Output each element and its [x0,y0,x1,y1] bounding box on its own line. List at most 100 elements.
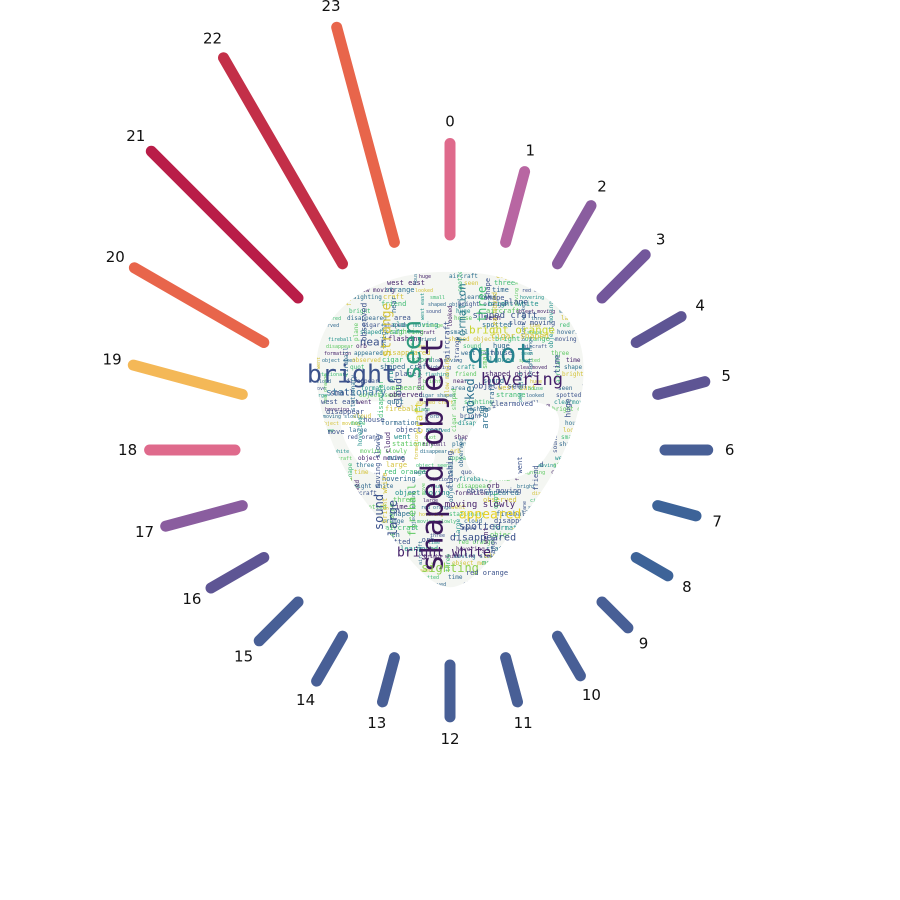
wordcloud-filler-word: orb [387,370,395,383]
hour-bars [127,21,714,723]
wordcloud-filler-word: friend [566,476,588,483]
wordcloud-filler-word: object moving [395,489,450,497]
hour-label-10: 10 [582,686,601,704]
wordcloud-word-slow-moving: slow moving [509,319,555,327]
wordcloud-word-huge: huge [564,398,573,417]
wordcloud-filler-word: went [316,357,322,369]
wordcloud-word-craft: craft [413,401,426,434]
wordcloud-filler-word: formation [361,385,394,392]
wordcloud-filler-word: hovering [557,329,586,336]
wordcloud-filler-word: went [525,575,537,581]
wordcloud-filler-word: object moving [452,560,499,567]
wordcloud-filler-word: fireball [496,510,530,518]
wordcloud-filler-word: object moving [358,455,405,462]
wordcloud-filler-word: move [462,525,477,532]
wordcloud-word-looked: looked [463,378,477,421]
wordcloud-filler-word: area [313,568,325,574]
wordcloud-filler-word: shaped object [559,441,606,448]
wordcloud-filler-word: bright [591,552,616,560]
wordcloud-filler-word: went [589,321,606,329]
wordcloud-filler-word: large [524,281,539,287]
wordcloud-filler-word: sighting [595,538,629,546]
wordcloud-filler-word: red orange [347,434,384,441]
wordcloud-filler-word: observed [578,251,586,285]
wordcloud-filler-word: shaped craft [585,573,636,581]
wordcloud-word-clearmoved: clearmoved [491,400,533,408]
wordcloud-filler-word: slow moving [429,358,462,364]
wordcloud-filler-word: flashing [593,545,627,553]
wordcloud-filler-word: orb [487,482,500,490]
wordcloud-filler-word: friend [418,337,436,343]
wordcloud-filler-word: time [586,391,603,399]
wordcloud-filler-word: shape [347,463,354,481]
wordcloud-filler-word: fireball [343,347,350,376]
wordcloud-filler-word: seen [383,531,400,539]
wordcloud-filler-word: shape [584,398,605,406]
hour-bar-10 [552,630,586,682]
wordcloud-filler-word: bright orange [495,335,550,343]
wordcloud-filler-word: aircraft [597,412,631,420]
wordcloud-filler-word: move [558,298,565,313]
hour-label-1: 1 [526,141,536,159]
hour-bar-17 [160,500,248,532]
wordcloud-word-shaped-object: shaped object [416,338,451,573]
wordcloud-word-shaped-craft: shaped craft [472,311,537,321]
wordcloud-filler-word: fireball [459,476,488,483]
wordcloud-filler-word: sighting [326,582,350,588]
wordcloud-filler-word: huge [493,342,510,350]
wordcloud-filler-word: red orange [596,356,638,364]
wordcloud-filler-word: west east [586,457,594,495]
wordcloud-filler-word: house [316,498,331,504]
wordcloud-word-plane: plane [504,298,528,307]
wordcloud-filler-word: spotted [593,426,623,434]
wordcloud-word-bright: bright [307,360,397,389]
wordcloud-filler-word: near [315,561,327,567]
wordcloud-filler-word: huge [530,379,542,385]
wordcloud-filler-word: stationary [318,372,348,378]
wordcloud-filler-word: house [390,566,411,574]
wordcloud-filler-word: cloud [384,432,392,453]
hour-label-7: 7 [712,513,722,531]
wordcloud-filler-word: craft [588,503,609,511]
hour-bar-20 [128,262,270,348]
wordcloud-filler-word: disappear [494,517,532,525]
wordcloud-filler-word: small [344,533,351,551]
wordcloud-filler-word: cigar shaped [451,388,458,432]
wordcloud-filler-word: stationary [429,477,459,483]
hour-label-15: 15 [234,647,253,665]
wordcloud-word-quot: quot [467,339,532,370]
wordcloud-filler-word: craft [551,469,569,476]
wordcloud-filler-word: object seen [396,426,442,434]
wordcloud-filler-word: west east [498,384,536,392]
wordcloud-filler-word: plane [353,323,360,341]
hour-bar-15 [253,596,304,647]
wordcloud-filler-word: craft [531,435,546,441]
wordcloud-filler-word: went [414,470,426,476]
wordcloud-filler-word: craft [319,547,334,553]
wordcloud-filler-word: move [421,483,427,495]
wordcloud-filler-word: observed [458,438,465,467]
wordcloud-filler-word: object seen [416,463,449,469]
wordcloud-filler-word: friend [586,510,611,518]
wordcloud-filler-word: house [353,532,371,539]
wordcloud-filler-word: slow moving [560,497,600,504]
wordcloud-filler-word: small [450,329,468,336]
wordcloud-filler-word: object moving [411,491,417,530]
wordcloud-filler-word: shaped craft [360,329,404,336]
wordcloud-filler-word: shaped object [428,302,467,308]
wordcloud-filler-word: three [582,369,590,390]
wordcloud-filler-word: large [349,427,367,434]
hour-bar-3 [596,249,651,304]
wordcloud-filler-word: strange [496,391,526,399]
wordcloud-filler-word: cloud [427,484,442,490]
wordcloud-word-spotted: spotted [459,522,501,533]
wordcloud-filler-word: aircraft [449,273,478,280]
wordcloud-filler-word: move [388,454,405,462]
wordcloud-filler-word: craft [488,383,496,404]
wordcloud-filler-word: cigar shaped [325,288,361,294]
wordcloud-filler-word: quot [518,540,530,546]
wordcloud-filler-word: fireball [385,405,419,413]
wordcloud-filler-word: quot [424,435,436,441]
hour-label-19: 19 [103,351,122,369]
wordcloud-filler-word: cloud [464,518,482,525]
